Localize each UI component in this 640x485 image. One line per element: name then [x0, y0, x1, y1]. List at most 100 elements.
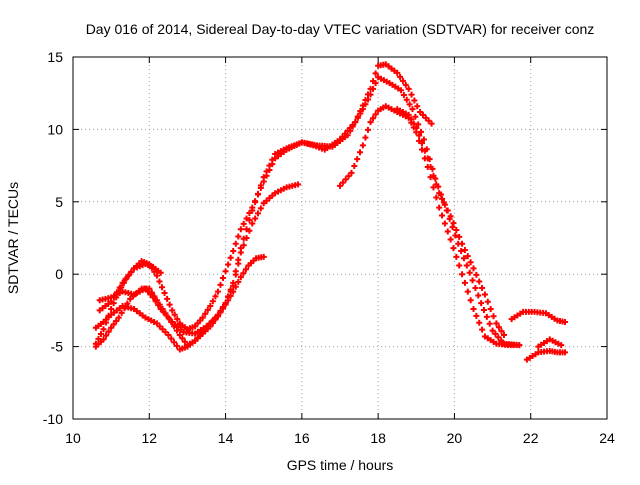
data-point — [413, 124, 420, 131]
data-point — [157, 305, 164, 312]
data-point — [212, 293, 219, 300]
data-point — [475, 292, 482, 299]
data-point — [295, 181, 302, 188]
data-point — [562, 349, 569, 356]
data-point — [372, 70, 379, 77]
data-point — [105, 328, 112, 335]
data-point — [152, 298, 159, 305]
data-point — [337, 182, 343, 189]
data-point — [269, 156, 276, 163]
data-point — [249, 220, 256, 227]
x-tick-label: 18 — [370, 430, 386, 446]
data-point — [240, 220, 247, 227]
x-tick-label: 12 — [141, 430, 157, 446]
data-point — [202, 310, 209, 317]
data-point — [150, 294, 157, 301]
data-point — [119, 279, 126, 286]
data-point — [414, 103, 421, 110]
x-tick-label: 24 — [599, 430, 615, 446]
data-point — [113, 318, 120, 325]
data-point — [166, 315, 173, 322]
data-point — [227, 286, 234, 293]
data-point — [235, 256, 242, 263]
data-point — [359, 142, 366, 149]
data-point — [156, 278, 163, 285]
data-point — [97, 331, 104, 338]
y-axis-label: SDTVAR / TECUs — [5, 182, 21, 294]
data-point — [427, 164, 434, 171]
x-tick-label: 10 — [65, 430, 81, 446]
data-point — [372, 80, 379, 87]
data-point — [344, 132, 351, 139]
data-point — [447, 236, 454, 243]
data-point — [108, 298, 115, 305]
y-tick-label: 10 — [47, 121, 63, 137]
data-point — [459, 271, 466, 278]
data-point — [342, 176, 349, 183]
data-point — [242, 266, 249, 273]
data-point — [450, 220, 457, 227]
data-point — [460, 255, 467, 262]
data-point — [357, 149, 364, 156]
data-point — [207, 303, 214, 310]
data-point — [257, 205, 264, 212]
data-point — [103, 332, 110, 339]
data-point — [232, 240, 239, 247]
data-point — [246, 216, 253, 223]
data-point — [252, 199, 259, 206]
data-point — [493, 320, 500, 327]
data-point — [453, 253, 460, 260]
data-point — [473, 271, 480, 278]
data-point — [470, 265, 477, 272]
data-point — [495, 334, 502, 341]
data-point — [171, 339, 178, 346]
data-point — [235, 278, 242, 285]
data-point — [220, 304, 227, 311]
y-tick-label: 0 — [55, 266, 63, 282]
data-point — [562, 318, 569, 325]
data-point — [402, 81, 409, 88]
data-point — [464, 288, 471, 295]
data-point — [362, 134, 369, 141]
data-point — [444, 207, 451, 214]
data-point — [489, 327, 496, 334]
data-point — [400, 92, 407, 99]
data-point — [479, 284, 486, 291]
series-track-i — [523, 347, 569, 363]
data-point — [467, 297, 474, 304]
data-point — [163, 312, 170, 319]
data-point — [222, 268, 229, 275]
data-point — [100, 336, 107, 343]
data-point — [492, 330, 499, 337]
data-point — [469, 277, 476, 284]
data-point — [237, 245, 244, 252]
data-point — [252, 215, 259, 222]
data-point — [406, 101, 413, 108]
x-tick-label: 22 — [523, 430, 539, 446]
data-point — [128, 269, 135, 276]
data-point — [352, 119, 359, 126]
data-point — [419, 140, 426, 147]
data-point — [181, 338, 188, 345]
data-point — [456, 233, 463, 240]
data-point — [166, 301, 173, 308]
data-point — [108, 324, 115, 331]
data-point — [410, 120, 417, 127]
data-point — [478, 300, 485, 307]
data-point — [108, 305, 115, 312]
data-point — [347, 127, 354, 134]
data-point — [160, 309, 167, 316]
series-track-e — [96, 261, 164, 314]
data-point — [416, 132, 423, 139]
data-point — [428, 120, 435, 127]
data-point — [161, 290, 168, 297]
data-point — [370, 85, 377, 92]
data-point — [408, 116, 415, 123]
data-points — [92, 61, 569, 363]
data-point — [345, 173, 352, 180]
data-point — [232, 283, 239, 290]
data-point — [411, 97, 418, 104]
series-track-d — [96, 74, 523, 349]
